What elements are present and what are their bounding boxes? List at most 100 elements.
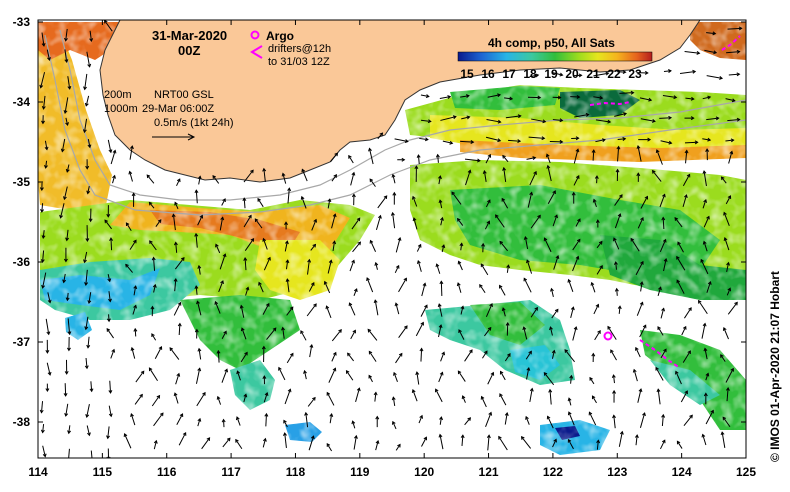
argo-label: Argo bbox=[266, 29, 294, 43]
current-arrow bbox=[391, 396, 396, 407]
current-arrow bbox=[331, 174, 337, 182]
current-arrow bbox=[131, 192, 136, 207]
current-arrow bbox=[310, 243, 317, 251]
current-arrow bbox=[501, 197, 509, 209]
current-arrow bbox=[107, 139, 113, 154]
current-arrow bbox=[326, 443, 333, 452]
current-arrow bbox=[285, 278, 290, 293]
current-arrow bbox=[83, 73, 88, 91]
current-arrow bbox=[420, 119, 432, 124]
map-time: 00Z bbox=[178, 43, 200, 58]
current-arrow bbox=[457, 260, 463, 271]
current-arrow bbox=[440, 351, 446, 362]
drifters-label-1: drifters@12h bbox=[268, 43, 331, 55]
current-arrow bbox=[548, 388, 553, 405]
current-arrow bbox=[128, 170, 133, 182]
current-arrow bbox=[64, 359, 69, 375]
current-arrow bbox=[391, 420, 397, 430]
current-arrow bbox=[596, 240, 603, 249]
current-arrow bbox=[703, 215, 710, 228]
current-arrow bbox=[177, 322, 182, 336]
current-arrow bbox=[529, 170, 537, 186]
current-arrow bbox=[154, 345, 163, 359]
current-arrow bbox=[659, 439, 666, 450]
current-arrow bbox=[725, 367, 734, 383]
current-arrow bbox=[175, 372, 181, 385]
current-arrow bbox=[616, 145, 621, 162]
current-arrow bbox=[499, 284, 506, 296]
current-arrow bbox=[527, 95, 542, 100]
current-arrow bbox=[197, 417, 202, 427]
current-arrow bbox=[108, 291, 112, 303]
current-arrow bbox=[701, 433, 707, 446]
current-arrow bbox=[705, 148, 710, 161]
current-arrow bbox=[212, 175, 220, 184]
current-arrow bbox=[659, 238, 667, 252]
drifters-label-2: to 31/03 12Z bbox=[268, 56, 330, 68]
current-arrow bbox=[680, 390, 688, 403]
current-arrow bbox=[367, 328, 378, 341]
current-arrow bbox=[660, 140, 673, 145]
current-arrow bbox=[553, 254, 560, 270]
current-arrow bbox=[368, 374, 373, 383]
current-arrow bbox=[243, 169, 254, 183]
current-arrow bbox=[107, 274, 112, 283]
current-arrow bbox=[442, 140, 454, 145]
current-arrow bbox=[659, 193, 666, 208]
current-arrow bbox=[661, 413, 666, 427]
current-arrow bbox=[174, 257, 185, 270]
colorbar bbox=[457, 51, 653, 62]
current-arrow bbox=[239, 304, 245, 318]
current-arrow bbox=[285, 259, 290, 270]
current-arrow bbox=[351, 217, 361, 230]
current-arrow bbox=[350, 329, 356, 340]
current-arrow bbox=[421, 436, 428, 447]
current-arrow bbox=[504, 96, 514, 101]
current-arrow bbox=[487, 371, 495, 385]
current-arrow bbox=[353, 288, 358, 296]
current-arrow bbox=[84, 95, 90, 107]
x-tick-label: 121 bbox=[479, 465, 499, 479]
current-arrow bbox=[219, 216, 225, 231]
current-arrow bbox=[41, 272, 47, 289]
current-arrow bbox=[300, 330, 307, 341]
current-arrow bbox=[350, 171, 356, 186]
current-arrow bbox=[567, 438, 574, 450]
current-arrow bbox=[636, 70, 649, 75]
current-arrow bbox=[683, 414, 693, 427]
current-arrow bbox=[262, 302, 270, 315]
current-arrow bbox=[67, 425, 72, 435]
current-arrow bbox=[610, 349, 617, 361]
current-arrow bbox=[551, 71, 564, 77]
current-arrow bbox=[549, 139, 564, 144]
current-arrow bbox=[149, 240, 157, 251]
current-arrow bbox=[283, 432, 287, 449]
current-arrow bbox=[174, 201, 179, 210]
current-arrow bbox=[151, 333, 157, 341]
current-arrow bbox=[706, 75, 724, 80]
current-arrow bbox=[722, 326, 729, 340]
current-arrow bbox=[681, 325, 687, 336]
current-arrow bbox=[596, 265, 603, 275]
current-arrow bbox=[135, 370, 145, 383]
current-arrow bbox=[546, 415, 554, 429]
current-arrow bbox=[726, 287, 732, 296]
current-arrow bbox=[486, 119, 502, 124]
current-arrow bbox=[64, 403, 69, 417]
current-arrow bbox=[723, 236, 730, 251]
current-arrow bbox=[373, 299, 379, 316]
current-arrow bbox=[89, 381, 94, 393]
drifter-legend-icon bbox=[250, 45, 263, 59]
current-arrow bbox=[303, 369, 307, 380]
current-arrow bbox=[677, 241, 684, 253]
current-arrow bbox=[148, 201, 155, 209]
current-arrow bbox=[284, 388, 292, 405]
current-arrow bbox=[612, 389, 617, 403]
current-arrow bbox=[300, 195, 307, 209]
current-arrow bbox=[130, 346, 136, 359]
current-arrow bbox=[520, 436, 532, 449]
x-tick-label: 119 bbox=[350, 465, 370, 479]
current-arrow bbox=[434, 388, 443, 403]
current-arrow bbox=[194, 285, 199, 295]
current-arrow bbox=[377, 132, 384, 140]
